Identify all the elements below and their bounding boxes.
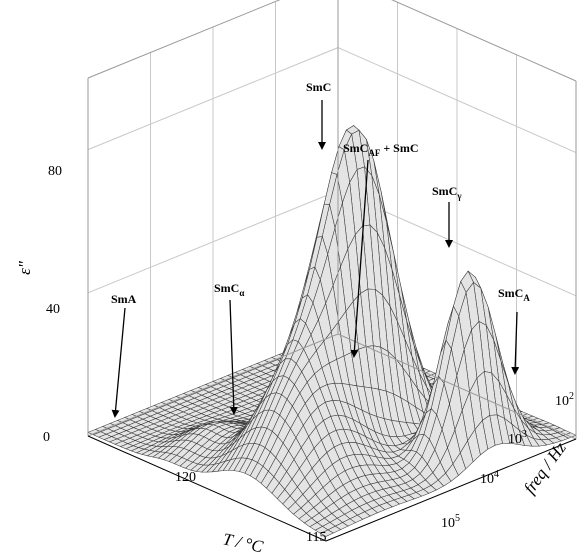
x-tick-label: 120 — [175, 470, 196, 485]
frame-edge — [337, 333, 577, 440]
annotation-arrows — [111, 100, 520, 418]
chart-frame — [87, 0, 577, 542]
front-edge — [87, 435, 327, 542]
y-tick-label: 104 — [480, 469, 499, 487]
frame-edge — [87, 333, 339, 437]
arrow-sma — [111, 307, 126, 418]
y-axis-label: freq / Hz — [520, 438, 570, 497]
z-tick-label: 40 — [46, 302, 60, 317]
surface-cell — [320, 529, 335, 537]
annotation-smc-a: SmCA — [498, 286, 530, 303]
y-tick-label: 102 — [555, 391, 574, 409]
annotation-smc-af: SmCAF + SmC — [343, 141, 419, 158]
frame-edge — [87, 0, 281, 79]
x-axis-label: T / °C — [221, 529, 265, 552]
annotation-smc-alpha: SmCα — [214, 281, 244, 298]
arrow-smc-a — [511, 311, 520, 375]
surface-mesh — [87, 124, 577, 537]
x-axis: 120 115 T / °C — [175, 470, 326, 552]
annotation-sma: SmA — [111, 292, 137, 306]
annotation-smc-gamma: SmCγ — [432, 184, 462, 201]
x-tick-label: 115 — [306, 530, 326, 545]
annotation-smc: SmC — [306, 80, 331, 94]
z-axis: 0 40 80 ε" — [15, 164, 62, 445]
z-tick-label: 80 — [48, 164, 62, 179]
arrow-smc-af — [350, 159, 369, 358]
y-tick-label: 105 — [441, 513, 460, 531]
y-tick-label: 103 — [508, 429, 527, 447]
arrow-smc-alpha — [229, 299, 238, 415]
annotations: SmA SmCα SmC SmCAF + SmC SmCγ SmCA — [111, 80, 530, 306]
z-tick-label: 0 — [43, 430, 50, 445]
frame-edge — [391, 0, 577, 82]
z-axis-label: ε" — [15, 260, 34, 275]
right-edge — [325, 438, 577, 542]
